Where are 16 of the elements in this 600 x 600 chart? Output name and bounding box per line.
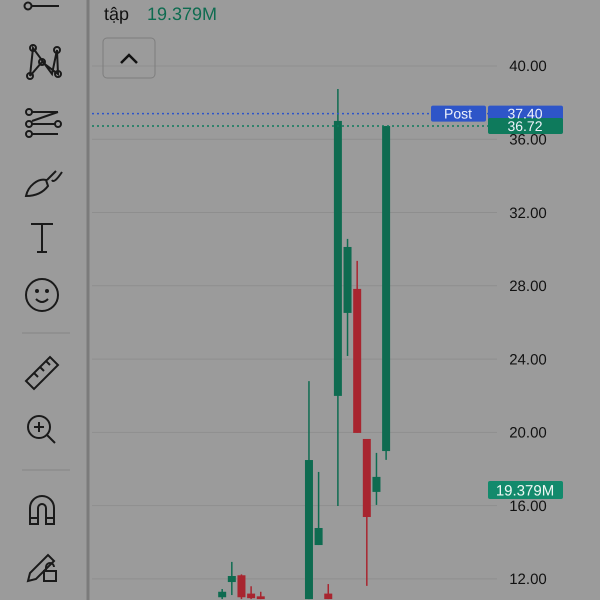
y-tick-label: 16.00 [509,498,547,515]
y-tick-label: 24.00 [509,351,547,368]
y-tick-label: 36.00 [509,131,547,148]
ref-line-label: Post [444,105,472,122]
annotation: tập [104,4,130,24]
candlestick [324,583,332,600]
annotation: 19.379M [147,4,218,24]
y-tick-label: 40.00 [509,58,547,76]
y-tick-label: 32.00 [509,204,547,222]
candlestick [372,452,380,506]
y-tick-label: 20.00 [509,424,547,442]
candlestick [228,561,236,596]
candlestick [218,588,226,600]
y-tick-label: 12.00 [509,571,547,588]
y-tick-label: 28.00 [509,278,547,296]
annotation: 19.379M [496,482,554,500]
